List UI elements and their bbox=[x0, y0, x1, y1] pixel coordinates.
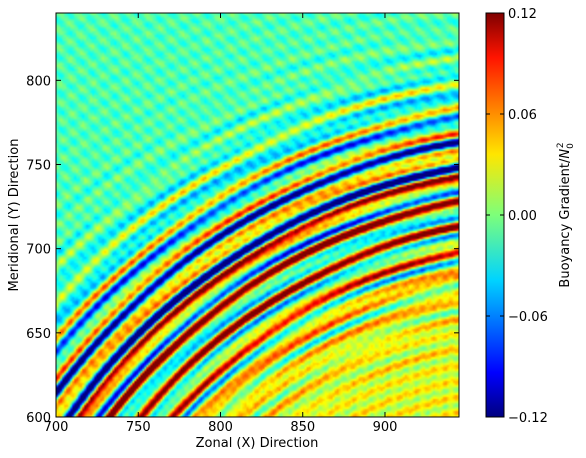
y-tick-label: 700 bbox=[26, 243, 51, 258]
heatmap-field bbox=[56, 13, 459, 417]
colorbar-tick-label: 0.06 bbox=[508, 108, 537, 123]
colorbar-tick-label: 0.12 bbox=[508, 7, 537, 22]
x-tick-label: 900 bbox=[373, 420, 398, 435]
colorbar-label-math: N bbox=[558, 149, 573, 159]
colorbar-tick-label: −0.06 bbox=[508, 310, 548, 325]
colorbar-tick-label: −0.12 bbox=[508, 411, 548, 426]
x-tick-label: 700 bbox=[44, 420, 69, 435]
plot-frame bbox=[55, 12, 460, 418]
x-axis-label: Zonal (X) Direction bbox=[196, 436, 319, 451]
colorbar-label-text: Buoyancy Gradient/ bbox=[558, 158, 573, 288]
x-tick-label: 750 bbox=[126, 420, 151, 435]
y-tick-label: 800 bbox=[26, 74, 51, 89]
y-tick-label: 750 bbox=[26, 159, 51, 174]
x-axis-ticks: 700 750 800 850 900 bbox=[44, 13, 398, 435]
y-axis-ticks: 600 650 700 750 800 bbox=[26, 74, 459, 426]
colorbar-label: Buoyancy Gradient/N02 bbox=[556, 142, 576, 287]
y-axis-label: Meridional (Y) Direction bbox=[7, 139, 22, 292]
x-tick-label: 800 bbox=[208, 420, 233, 435]
y-tick-label: 650 bbox=[26, 327, 51, 342]
colorbar-label-sup: 2 bbox=[556, 142, 566, 148]
heatmap-area bbox=[56, 13, 459, 417]
x-tick-label: 850 bbox=[290, 420, 315, 435]
y-tick-label: 600 bbox=[26, 411, 51, 426]
colorbar-ticks: 0.12 0.06 0.00 −0.06 −0.12 bbox=[486, 7, 548, 426]
colorbar-tick-label: 0.00 bbox=[508, 209, 537, 224]
colorbar-label-sub: 0 bbox=[566, 143, 576, 149]
